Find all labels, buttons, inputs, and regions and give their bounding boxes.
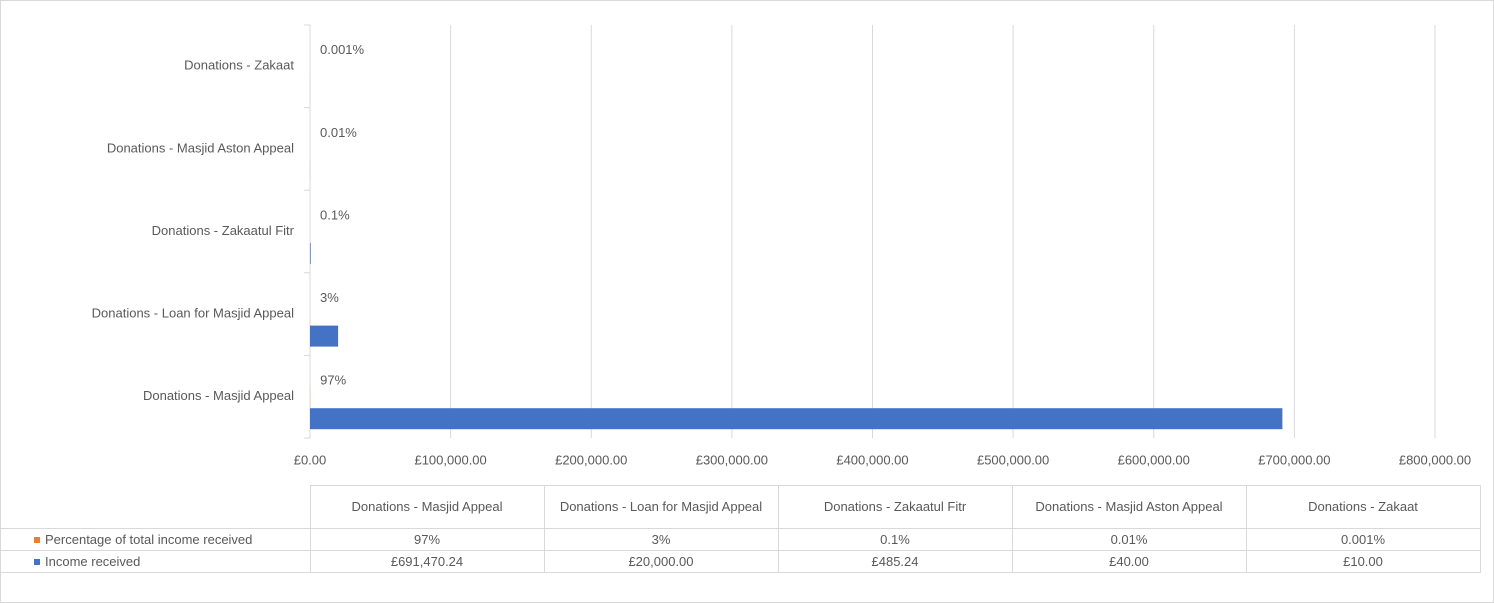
table-cell: £20,000.00 — [543, 550, 779, 573]
y-tick-label: Donations - Masjid Appeal — [143, 388, 294, 403]
legend-label: Income received — [45, 553, 141, 569]
data-label: 0.01% — [320, 125, 357, 140]
data-label: 0.001% — [320, 42, 365, 57]
x-tick-label: £800,000.00 — [1399, 452, 1471, 467]
bar — [310, 243, 311, 264]
x-tick-label: £100,000.00 — [414, 452, 486, 467]
bar — [310, 325, 339, 347]
y-tick-label: Donations - Loan for Masjid Appeal — [92, 306, 294, 321]
table-cell: 3% — [543, 528, 779, 551]
y-tick-label: Donations - Zakaatul Fitr — [152, 223, 295, 238]
table-cell: £10.00 — [1245, 550, 1481, 573]
data-label: 97% — [320, 373, 346, 388]
y-tick-label: Donations - Zakaat — [184, 58, 294, 73]
x-tick-label: £700,000.00 — [1258, 452, 1330, 467]
y-tick-label: Donations - Masjid Aston Appeal — [107, 140, 294, 155]
table-row: Percentage of total income received 97% 3%… — [0, 528, 1481, 551]
bar — [310, 408, 1283, 430]
legend-key — [34, 537, 40, 544]
legend-key — [34, 559, 40, 566]
x-tick-label: £0.00 — [294, 452, 327, 467]
table-cell: £691,470.24 — [309, 550, 545, 573]
table-cell: 0.01% — [1011, 528, 1247, 551]
x-tick-label: £200,000.00 — [555, 452, 627, 467]
table-row: Income received £691,470.24 £20,000.00 £485… — [0, 550, 1481, 573]
table-legend-cell: Income received — [0, 550, 311, 573]
table-header: Donations - Zakaat — [1245, 485, 1481, 529]
table-legend-cell: Percentage of total income received — [0, 528, 311, 551]
table-header: Donations - Zakaatul Fitr — [777, 485, 1013, 529]
table-corner — [0, 485, 310, 529]
x-tick-label: £600,000.00 — [1118, 452, 1190, 467]
table-header-row: Donations - Masjid Appeal Donations - Loa… — [0, 485, 1481, 529]
x-tick-label: £300,000.00 — [696, 452, 768, 467]
table-header: Donations - Loan for Masjid Appeal — [543, 485, 779, 529]
table-header: Donations - Masjid Aston Appeal — [1011, 485, 1247, 529]
data-table: Donations - Masjid Appeal Donations - Loa… — [0, 485, 1481, 573]
table-cell: £40.00 — [1011, 550, 1247, 573]
data-label: 3% — [320, 290, 339, 305]
legend-label: Percentage of total income received — [45, 531, 253, 547]
data-label: 0.1% — [320, 207, 350, 222]
table-cell: 97% — [309, 528, 545, 551]
table-cell: 0.001% — [1245, 528, 1481, 551]
table-header: Donations - Masjid Appeal — [309, 485, 545, 529]
table-cell: 0.1% — [777, 528, 1013, 551]
x-tick-label: £400,000.00 — [836, 452, 908, 467]
x-tick-label: £500,000.00 — [977, 452, 1049, 467]
table-cell: £485.24 — [777, 550, 1013, 573]
